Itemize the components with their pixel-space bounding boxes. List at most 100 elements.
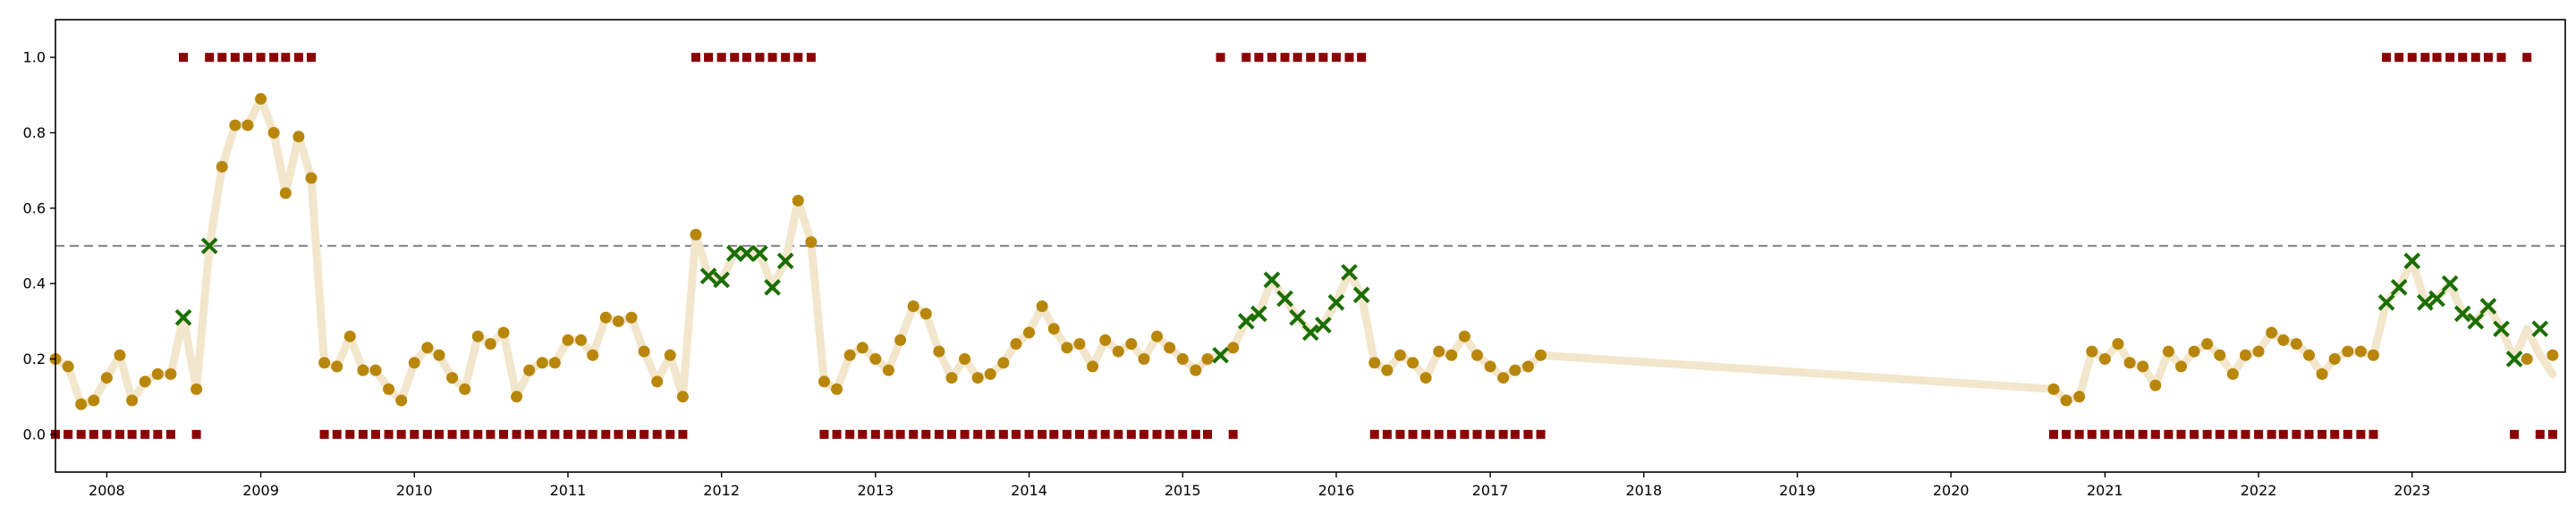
data-point-cross <box>751 245 768 262</box>
data-point-cross <box>1250 305 1267 323</box>
data-point-square <box>614 429 623 439</box>
data-point-square <box>2356 429 2366 439</box>
data-point-square <box>2228 429 2238 439</box>
data-point-circle <box>2149 379 2162 392</box>
data-point-square <box>691 53 700 63</box>
data-point-circle <box>2354 345 2367 358</box>
data-point-circle <box>1138 353 1150 365</box>
data-point-circle <box>1381 364 1394 376</box>
data-point-square <box>1306 53 1316 63</box>
data-point-circle <box>2367 349 2379 361</box>
data-point-square <box>2445 53 2455 63</box>
data-point-square <box>1202 429 1212 439</box>
data-point-square <box>102 429 112 439</box>
data-point-square <box>140 429 150 439</box>
data-point-circle <box>2521 353 2533 365</box>
data-point-square <box>191 429 201 439</box>
x-tick-label: 2015 <box>1165 482 1201 499</box>
data-point-cross <box>2403 252 2421 270</box>
data-point-square <box>2125 429 2135 439</box>
data-point-circle <box>1112 345 1124 358</box>
x-tick-label: 2008 <box>89 482 125 499</box>
data-point-circle <box>369 364 382 376</box>
data-point-square <box>2330 429 2340 439</box>
data-point-square <box>2074 429 2084 439</box>
data-point-square <box>447 429 457 439</box>
data-point-square <box>1114 429 1123 439</box>
plot-area <box>49 53 2565 439</box>
plot-frame <box>55 19 2566 473</box>
data-point-square <box>2164 429 2174 439</box>
data-point-square <box>832 429 842 439</box>
data-point-square <box>2368 429 2378 439</box>
data-point-circle <box>1497 372 1510 384</box>
data-point-square <box>2062 429 2072 439</box>
data-point-square <box>870 429 880 439</box>
data-point-square <box>370 429 380 439</box>
data-point-square <box>1062 429 1072 439</box>
data-point-square <box>486 429 496 439</box>
data-point-square <box>64 429 73 439</box>
data-point-circle <box>2188 345 2200 358</box>
data-point-circle <box>676 391 689 403</box>
data-point-circle <box>1201 353 1214 365</box>
data-point-circle <box>1190 364 1202 376</box>
data-point-square <box>1152 429 1162 439</box>
data-point-square <box>1011 429 1021 439</box>
data-point-cross <box>2390 279 2408 296</box>
data-point-circle <box>612 315 624 327</box>
data-point-circle <box>792 194 804 207</box>
data-point-square <box>1536 429 1546 439</box>
y-tick-label: 0.6 <box>23 199 46 216</box>
data-point-circle <box>1535 349 1547 361</box>
data-point-cross <box>1341 264 1358 281</box>
data-point-cross <box>1263 271 1281 289</box>
data-point-cross <box>1237 313 1255 330</box>
x-tick-label: 2020 <box>1933 482 1970 499</box>
data-point-square <box>2176 429 2186 439</box>
x-tick-label: 2023 <box>2394 482 2430 499</box>
data-point-square <box>1038 429 1047 439</box>
data-point-circle <box>1036 300 1048 312</box>
data-point-circle <box>395 394 408 407</box>
data-point-circle <box>1023 326 1036 339</box>
data-point-circle <box>1010 338 1022 350</box>
data-point-square <box>2087 429 2097 439</box>
data-point-cross <box>1301 324 1319 342</box>
data-point-circle <box>459 383 471 395</box>
data-point-circle <box>1521 360 1534 373</box>
data-point-cross <box>1276 290 1293 308</box>
data-point-square <box>2343 429 2352 439</box>
data-point-square <box>806 53 816 63</box>
data-point-square <box>153 429 163 439</box>
data-point-circle <box>2175 360 2188 373</box>
data-point-circle <box>2290 338 2302 350</box>
x-tick-label: 2014 <box>1011 482 1047 499</box>
data-point-circle <box>1407 357 1419 369</box>
data-point-circle <box>587 349 599 361</box>
data-point-square <box>179 53 189 63</box>
data-point-square <box>2458 53 2468 63</box>
data-point-square <box>741 53 751 63</box>
data-point-square <box>2150 429 2160 439</box>
data-point-circle <box>831 383 843 395</box>
data-point-square <box>473 429 483 439</box>
data-point-circle <box>446 372 459 384</box>
data-point-circle <box>511 391 523 403</box>
data-point-square <box>76 429 86 439</box>
data-point-circle <box>2226 367 2239 380</box>
data-point-square <box>319 429 329 439</box>
data-point-circle <box>971 372 984 384</box>
data-point-circle <box>433 349 445 361</box>
data-point-square <box>2394 53 2404 63</box>
data-point-square <box>89 429 98 439</box>
data-point-circle <box>818 376 830 388</box>
data-point-circle <box>894 333 907 346</box>
data-point-square <box>127 429 137 439</box>
data-point-square <box>1292 53 1302 63</box>
data-point-square <box>358 429 368 439</box>
data-point-circle <box>2098 353 2111 365</box>
data-point-cross <box>699 267 717 285</box>
data-point-cross <box>776 252 794 270</box>
data-point-circle <box>62 360 74 373</box>
